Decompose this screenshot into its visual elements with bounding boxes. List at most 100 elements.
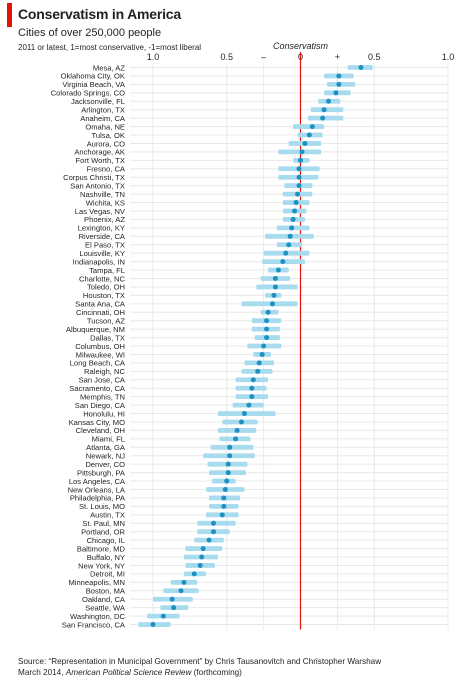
data-point <box>227 444 233 450</box>
city-label: Jacksonville, FL <box>71 97 125 106</box>
city-label: Wichita, KS <box>86 198 125 207</box>
city-label: Boston, MA <box>86 587 126 596</box>
city-label: Austin, TX <box>90 511 125 520</box>
city-label: Oakland, CA <box>82 595 126 604</box>
data-point <box>197 562 203 568</box>
chart-subtitle: Cities of over 250,000 people <box>18 27 162 39</box>
data-point <box>169 596 175 602</box>
city-label: Nashville, TN <box>80 190 125 199</box>
data-point <box>320 115 326 121</box>
data-point <box>272 276 278 281</box>
city-label: Chicago, IL <box>87 536 125 545</box>
data-point <box>289 225 295 231</box>
city-label: Fresno, CA <box>87 165 126 174</box>
tick-label: 0.5 <box>220 52 233 62</box>
data-point <box>295 191 301 197</box>
confidence-interval <box>307 115 344 121</box>
city-label: Cleveland, OH <box>76 426 125 435</box>
data-point <box>302 140 308 146</box>
data-point <box>309 124 315 130</box>
data-point <box>358 65 364 70</box>
chart-note: 2011 or latest, 1=most conservative, -1=… <box>18 43 202 52</box>
data-point <box>264 326 270 332</box>
city-label: San Antonio, TX <box>70 181 125 190</box>
tick-label: + <box>335 52 340 62</box>
city-label: Long Beach, CA <box>70 359 126 368</box>
source-line-1: Source: “Representation in Municipal Gov… <box>18 657 382 666</box>
data-point <box>321 107 327 113</box>
city-label: Aurora, CO <box>87 139 125 148</box>
city-label: Memphis, TN <box>80 392 125 401</box>
data-point <box>219 512 225 518</box>
city-label: Dallas, TX <box>90 333 125 342</box>
source-note: Source: “Representation in Municipal Gov… <box>18 656 381 678</box>
city-label: Omaha, NE <box>85 122 125 131</box>
city-label: Tampa, FL <box>89 266 125 275</box>
city-label: Houston, TX <box>83 291 125 300</box>
data-point <box>290 216 296 222</box>
data-point <box>296 174 302 180</box>
city-label: Portland, OR <box>81 528 125 537</box>
city-label: Toledo, OH <box>87 283 125 292</box>
confidence-interval <box>212 478 236 484</box>
city-label: New Orleans, LA <box>68 485 126 494</box>
data-point <box>234 427 240 433</box>
data-point <box>171 605 177 611</box>
data-point <box>206 537 212 543</box>
data-point <box>293 200 299 206</box>
data-point <box>298 157 303 163</box>
data-point <box>336 73 342 79</box>
city-label: St. Paul, MN <box>82 519 125 528</box>
brand-accent-bar <box>7 3 12 27</box>
data-point <box>250 377 256 383</box>
city-label: Raleigh, NC <box>84 367 125 376</box>
data-point <box>227 453 233 459</box>
data-point <box>160 613 166 619</box>
data-point <box>271 292 277 298</box>
city-label: Virginia Beach, VA <box>62 80 126 89</box>
data-point <box>259 351 265 357</box>
city-label: Santa Ana, CA <box>75 300 126 309</box>
city-label: Washington, DC <box>70 612 126 621</box>
chart-title: Conservatism in America <box>18 6 181 22</box>
data-point <box>199 554 205 560</box>
data-point <box>239 419 244 425</box>
data-point <box>178 588 184 594</box>
city-label: Minneapolis, MN <box>68 578 125 587</box>
tick-label: 1.0 <box>147 52 160 62</box>
source-line-2: March 2014, American Political Science R… <box>18 667 381 678</box>
data-point <box>221 495 227 501</box>
city-label: Colorado Springs, CO <box>51 89 125 98</box>
confidence-interval <box>293 124 325 129</box>
city-label: Miami, FL <box>92 435 125 444</box>
city-label: Tulsa, OK <box>92 131 125 140</box>
city-label: Newark, NJ <box>86 452 125 461</box>
data-point <box>255 368 261 374</box>
data-point <box>150 622 156 628</box>
city-label: Columbus, OH <box>75 342 125 351</box>
data-point <box>224 478 230 484</box>
data-point <box>272 284 278 290</box>
city-label: Indianapolis, IN <box>73 257 125 266</box>
source-journal: American Political Science Review <box>65 668 192 677</box>
tick-label: 0.5 <box>368 52 381 62</box>
city-label: El Paso, TX <box>85 241 125 250</box>
source-status: (forthcoming) <box>193 668 242 677</box>
data-point <box>296 166 302 172</box>
data-point <box>233 436 239 442</box>
data-point <box>181 579 187 585</box>
city-label: Sacramento, CA <box>69 384 126 393</box>
city-label: Atlanta, GA <box>86 443 126 452</box>
city-label: San Jose, CA <box>79 376 126 385</box>
data-point <box>264 318 270 324</box>
data-point <box>241 411 247 417</box>
city-label: Oklahoma City, OK <box>61 72 125 81</box>
data-point <box>269 301 275 307</box>
city-label: Baltimore, MD <box>77 544 126 553</box>
data-point <box>246 402 252 408</box>
data-point <box>210 520 216 526</box>
confidence-interval <box>197 520 236 526</box>
data-point <box>200 546 206 552</box>
data-point <box>299 149 305 155</box>
data-point <box>264 335 270 341</box>
